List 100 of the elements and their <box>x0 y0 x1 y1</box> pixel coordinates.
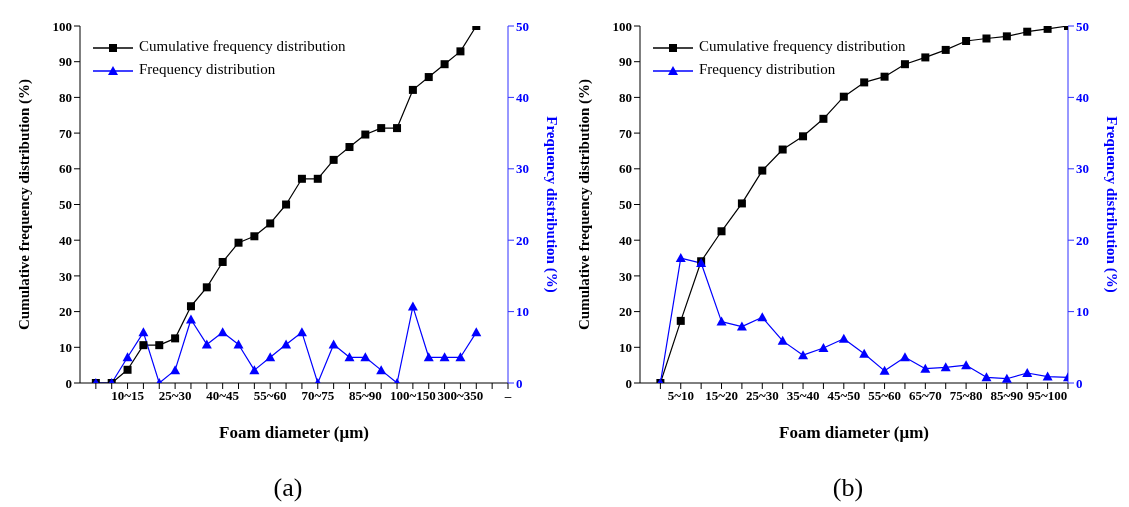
y-tick-label: 20 <box>619 304 632 320</box>
y2-tick-label: 40 <box>1076 90 1089 106</box>
x-tick-label: 25~30 <box>158 388 192 404</box>
point <box>408 85 417 94</box>
y-tick-label: 30 <box>619 268 632 284</box>
y-tick-label: 60 <box>59 161 72 177</box>
point <box>456 47 465 56</box>
point <box>921 53 930 62</box>
y2-tick-label: 10 <box>1076 304 1089 320</box>
y-tick-label: 100 <box>612 18 632 34</box>
x-tick-label: 10~15 <box>111 388 145 404</box>
x-tick-label: 35~40 <box>786 388 820 404</box>
point <box>818 343 829 353</box>
y-tick-label: 50 <box>619 197 632 213</box>
point <box>940 362 951 372</box>
point <box>777 335 788 345</box>
point <box>361 130 370 139</box>
point <box>675 253 686 263</box>
point <box>139 341 148 350</box>
legend-label: Cumulative frequency distribution <box>139 38 346 54</box>
point <box>1001 373 1012 383</box>
y-tick-label: 10 <box>59 339 72 355</box>
point <box>313 174 322 183</box>
x-tick-label: 70~75 <box>301 388 335 404</box>
x-tick-label: 55~60 <box>253 388 287 404</box>
point <box>424 73 433 82</box>
point <box>860 78 869 87</box>
y-tick-label: 60 <box>619 161 632 177</box>
x-tick-label: 45~50 <box>827 388 861 404</box>
point <box>798 350 809 360</box>
y2-tick-label: 10 <box>516 304 529 320</box>
point <box>329 155 338 164</box>
y2-axis-title: Frequency distribution (%) <box>1102 116 1120 293</box>
point <box>920 363 931 373</box>
y2-tick-label: 30 <box>516 161 529 177</box>
y-tick-label: 80 <box>59 90 72 106</box>
y-tick-label: 70 <box>59 125 72 141</box>
x-tick-label: 40~45 <box>206 388 240 404</box>
y2-tick-label: 30 <box>1076 161 1089 177</box>
point <box>982 34 991 43</box>
point <box>1022 368 1033 377</box>
point <box>218 257 227 266</box>
y2-tick-label: 20 <box>516 232 529 248</box>
point <box>1023 27 1032 36</box>
y-tick-label: 10 <box>619 339 632 355</box>
point <box>981 372 992 382</box>
y2-tick-label: 0 <box>1076 375 1083 391</box>
point <box>758 166 767 175</box>
point <box>440 60 449 69</box>
x-tick-label: 5~10 <box>667 388 694 404</box>
x-axis-title: Foam diameter (μm) <box>219 423 369 442</box>
legend-label: Cumulative frequency distribution <box>699 38 906 54</box>
y2-tick-label: 40 <box>516 90 529 106</box>
x-tick-label: 85~90 <box>990 388 1024 404</box>
x-axis-title: Foam diameter (μm) <box>779 423 929 442</box>
point <box>676 316 685 325</box>
point <box>250 232 259 241</box>
point <box>778 145 787 154</box>
point <box>737 199 746 208</box>
x-tick-label: 100~150 <box>390 388 436 404</box>
y-tick-label: 100 <box>52 18 72 34</box>
x-tick-label: 65~70 <box>908 388 942 404</box>
y-tick-label: 70 <box>619 125 632 141</box>
y2-tick-label: 50 <box>1076 18 1089 34</box>
x-tick-label: 85~90 <box>348 388 382 404</box>
point <box>345 143 354 152</box>
x-tick-label: 25~30 <box>745 388 779 404</box>
point <box>234 238 243 247</box>
point <box>1002 32 1011 41</box>
y-tick-label: 40 <box>59 232 72 248</box>
y-tick-label: 90 <box>619 54 632 70</box>
x-tick-label: 300~350 <box>437 388 484 404</box>
point <box>859 348 870 358</box>
point <box>879 365 890 375</box>
point <box>123 365 132 374</box>
legend-label: Frequency distribution <box>699 61 836 77</box>
point <box>900 60 909 69</box>
point <box>839 92 848 101</box>
y-tick-label: 30 <box>59 268 72 284</box>
legend-label: Frequency distribution <box>139 61 276 77</box>
point <box>266 219 275 228</box>
point <box>202 283 211 292</box>
y-tick-label: 0 <box>625 375 632 391</box>
point <box>186 302 195 311</box>
y-tick-label: 20 <box>59 304 72 320</box>
y2-tick-label: 20 <box>1076 232 1089 248</box>
point <box>717 227 726 236</box>
y-tick-label: 50 <box>59 197 72 213</box>
point <box>171 334 180 343</box>
x-tick-label: 75~80 <box>949 388 983 404</box>
y-tick-label: 80 <box>619 90 632 106</box>
point <box>962 36 971 45</box>
x-tick-label: 95~100 <box>1027 388 1068 404</box>
y-axis-title: Cumulative frequency distribution (%) <box>576 79 594 330</box>
point <box>393 124 402 133</box>
y2-tick-label: 0 <box>516 375 523 391</box>
point <box>880 72 889 81</box>
point <box>819 114 828 123</box>
y-tick-label: 40 <box>619 232 632 248</box>
point <box>799 132 808 141</box>
